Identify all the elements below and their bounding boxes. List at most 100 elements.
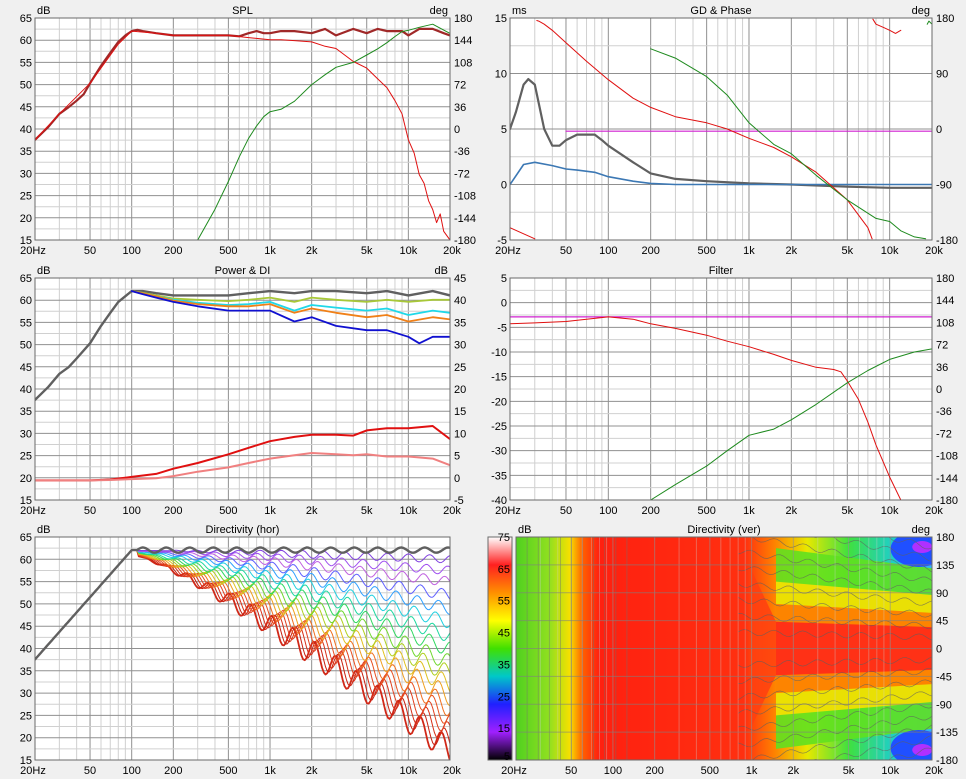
y2-unit-label: deg [912,524,930,536]
colorbar-tick-label: 75 [498,532,510,544]
chart-title: Directivity (ver) [687,524,760,536]
x-tick-label: 500 [219,245,237,257]
x-tick-label: 100 [599,505,617,517]
y2-tick-label: -108 [936,451,958,463]
chart-title: Directivity (hor) [206,524,280,536]
x-tick-label: 10k [399,505,417,517]
series-group [510,316,932,500]
chart-filter: Filter50-5-10-15-20-25-30-35-40180144108… [491,265,958,517]
plot-frame [509,277,933,501]
x-tick-label: 100 [123,765,141,777]
x-tick-label: 1k [264,245,276,257]
x-tick-label: 50 [84,505,96,517]
chart-title: SPL [232,5,253,17]
x-tick-label: 5k [841,245,853,257]
chart-title: GD & Phase [690,5,751,17]
y-tick-label: 45 [20,621,32,633]
contour-line [738,612,932,630]
x-tick-label: 5k [361,505,373,517]
x-tick-label: 20Hz [20,505,46,517]
contour-line [738,679,932,701]
y-tick-label: 30 [20,168,32,180]
x-tick-label: 20Hz [501,765,527,777]
plot-frame [509,17,933,241]
y-tick-label: 60 [20,35,32,47]
y-tick-label: 20 [20,473,32,485]
x-tick-label: 2k [788,765,800,777]
contour-line [738,549,932,582]
y2-tick-label: 35 [454,317,466,329]
y-unit-label: dB [37,265,50,277]
colorbar-tick-label: 45 [498,628,510,640]
x-tick-label: 1k [743,505,755,517]
y-tick-label: 40 [20,644,32,656]
y2-tick-label: 40 [454,295,466,307]
x-tick-label: 500 [701,765,719,777]
series-line-5 [35,425,450,482]
y2-tick-label: 0 [936,644,942,656]
y2-tick-label: 30 [454,340,466,352]
y2-tick-label: 108 [936,317,954,329]
y-tick-label: 15 [20,495,32,507]
y2-tick-label: -180 [936,755,958,767]
x-tick-label: 200 [641,245,659,257]
y-tick-label: 50 [20,599,32,611]
y-tick-label: 45 [20,102,32,114]
chart-dirv: 75 65 55 45 35 25 15 5 Directivity (ver) dB deg 180… [487,524,958,777]
y-tick-label: 15 [20,235,32,247]
plot-frame [34,277,451,501]
contour-line [811,537,932,562]
x-tick-label: 1k [264,505,276,517]
series-line-3 [510,18,902,240]
y2-tick-label: -135 [936,727,958,739]
x-tick-label: 10k [881,765,899,777]
series-group [35,23,450,240]
chart-title: Power & DI [215,265,271,277]
y-tick-label: 55 [20,577,32,589]
y2-unit-label: deg [912,5,930,17]
y2-tick-label: 180 [454,13,472,25]
chart-spl: SPL dB deg 65 60 55 50 45 40 35 30 25 20 15 180 144 108 7… [20,5,476,257]
contour-line [738,566,932,594]
x-tick-label: 20k [443,245,461,257]
contour-line [811,735,932,760]
x-tick-label: 500 [219,505,237,517]
chart-dirh: Directivity (hor) dB 65 60 55 50 45 40 35 30 25 20 1… [20,524,462,777]
colorbar-tick-label: 65 [498,564,510,576]
y-tick-label: 0 [501,180,507,192]
contour-line [888,537,932,550]
y2-tick-label: -72 [454,168,470,180]
x-tick-label: 20k [443,765,461,777]
y2-tick-label: -45 [936,671,952,683]
x-tick-label: 50 [565,765,577,777]
series-line-2 [197,23,450,240]
y-tick-label: 55 [20,317,32,329]
y2-tick-label: -180 [936,495,958,507]
y-tick-label: 65 [20,13,32,25]
series-line-1 [130,290,450,303]
y2-tick-label: -108 [454,191,476,203]
contour-line [738,703,932,731]
y-tick-label: -15 [491,372,507,384]
y-tick-label: 25 [20,451,32,463]
x-tick-label: 50 [84,245,96,257]
series-line-1 [510,316,902,500]
x-tick-label: 2k [786,505,798,517]
y-unit-label: dB [518,524,531,536]
series-group [35,546,450,760]
y2-tick-label: 0 [936,384,942,396]
x-tick-label: 2k [306,765,318,777]
y2-tick-label: 20 [454,384,466,396]
series-line-4 [130,290,450,345]
y-tick-label: 45 [20,362,32,374]
x-tick-label: 200 [641,505,659,517]
y2-tick-label: 5 [454,451,460,463]
y2-tick-label: -180 [454,235,476,247]
y-tick-label: -10 [491,347,507,359]
x-tick-label: 1k [746,765,758,777]
x-tick-label: 100 [599,245,617,257]
x-tick-label: 100 [123,245,141,257]
x-tick-label: 20k [443,505,461,517]
x-tick-label: 500 [697,505,715,517]
